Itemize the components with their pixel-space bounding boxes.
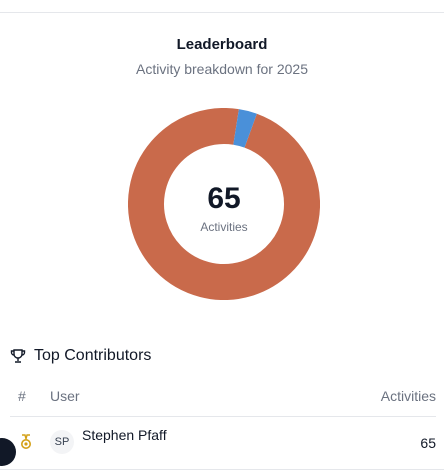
card-title: Leaderboard <box>176 36 268 53</box>
donut-segment-0 <box>128 108 320 300</box>
avatar: SP <box>50 430 74 454</box>
activity-donut-chart: 65 Activities <box>128 108 320 300</box>
activity-count: 65 <box>420 435 436 451</box>
donut-total: 65 <box>207 182 241 215</box>
column-user: User <box>50 388 80 404</box>
user-name[interactable]: Stephen Pfaff <box>82 427 167 443</box>
card-subtitle: Activity breakdown for 2025 <box>136 61 308 77</box>
trophy-icon <box>10 349 26 363</box>
donut-segment-1 <box>232 109 257 148</box>
card-header: Leaderboard Activity breakdown for 2025 <box>0 36 444 77</box>
gold-medal-icon <box>21 434 31 449</box>
donut-svg <box>128 108 320 300</box>
table-row[interactable]: SP Stephen Pfaff 65 <box>10 420 436 464</box>
table-header: # User Activities <box>10 386 436 417</box>
floating-action-button[interactable] <box>0 438 16 466</box>
bottom-divider <box>0 469 444 470</box>
column-rank: # <box>18 388 26 404</box>
donut-total-label: Activities <box>200 220 248 234</box>
column-activities: Activities <box>380 388 436 404</box>
top-contributors-title: Top Contributors <box>34 347 152 364</box>
top-contributors-heading: Top Contributors <box>10 347 151 365</box>
top-divider <box>0 12 444 13</box>
